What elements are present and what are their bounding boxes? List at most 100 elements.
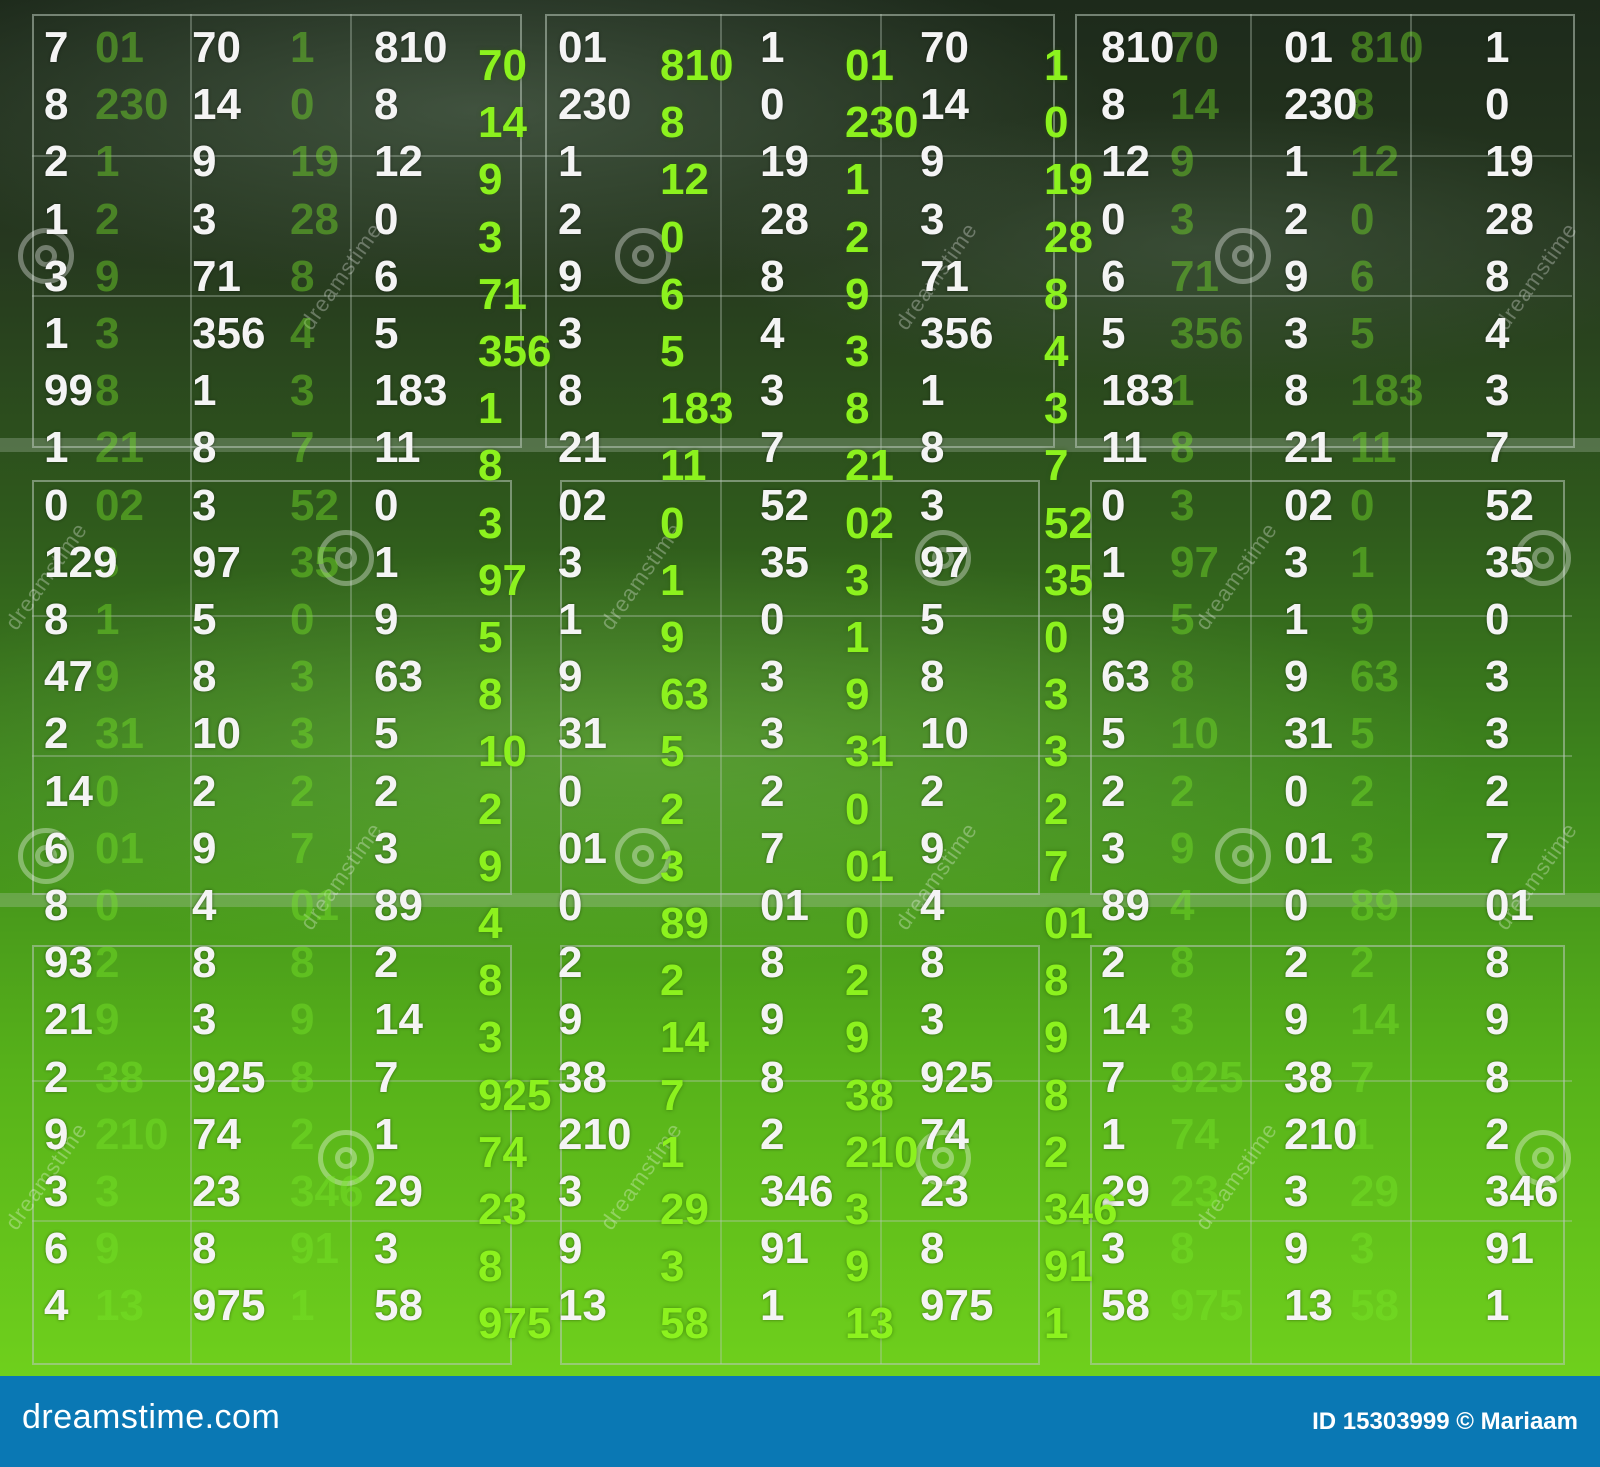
green-digit: 3 <box>478 498 503 548</box>
white-digit: 2 <box>192 766 217 816</box>
white-digit: 9 <box>1284 1224 1309 1274</box>
faint-digit: 19 <box>290 137 339 187</box>
white-digit: 7 <box>44 23 69 72</box>
green-digit: 1 <box>478 384 503 434</box>
white-digit: 1 <box>374 537 399 587</box>
white-digit: 925 <box>192 1052 266 1102</box>
faint-digit: 97 <box>1170 537 1219 587</box>
white-digit: 74 <box>920 1109 969 1159</box>
white-digit: 2 <box>44 709 69 759</box>
white-digit: 9 <box>1284 995 1309 1045</box>
faint-digit: 210 <box>95 1109 169 1159</box>
faint-digit: 3 <box>1170 995 1195 1045</box>
white-digit: 2 <box>374 766 399 816</box>
faint-digit: 71 <box>1170 251 1219 301</box>
white-digit: 5 <box>374 709 399 759</box>
white-digit: 8 <box>920 1224 945 1274</box>
green-digit: 9 <box>845 1013 870 1063</box>
white-digit: 01 <box>1284 823 1333 873</box>
green-digit: 1 <box>845 155 870 205</box>
faint-digit: 0 <box>95 881 120 930</box>
white-digit: 2 <box>1485 1109 1510 1159</box>
white-digit: 0 <box>374 194 399 244</box>
faint-digit: 63 <box>1350 652 1399 702</box>
white-digit: 89 <box>374 881 423 930</box>
white-digit: 9 <box>558 1224 583 1274</box>
watermark-swirl-icon <box>615 828 671 884</box>
faint-digit: 3 <box>290 366 315 416</box>
green-digit: 11 <box>660 441 707 491</box>
faint-digit: 52 <box>290 480 339 530</box>
faint-digit: 2 <box>290 766 315 816</box>
white-digit: 3 <box>1485 709 1510 759</box>
white-digit: 0 <box>44 480 69 530</box>
white-digit: 01 <box>760 881 809 930</box>
white-digit: 230 <box>558 80 632 130</box>
grid-line <box>32 755 1572 757</box>
white-digit: 2 <box>1284 938 1309 988</box>
white-digit: 38 <box>1284 1052 1333 1102</box>
white-digit: 7 <box>374 1052 399 1102</box>
green-digit: 8 <box>478 956 503 1006</box>
white-digit: 8 <box>374 80 399 130</box>
green-digit: 1 <box>660 1127 685 1177</box>
white-digit: 70 <box>920 23 969 72</box>
faint-digit: 1 <box>95 137 120 187</box>
faint-digit: 4 <box>290 309 315 358</box>
green-digit: 810 <box>660 41 734 90</box>
white-digit: 02 <box>1284 480 1333 530</box>
white-digit: 71 <box>192 251 241 301</box>
green-digit: 89 <box>660 899 709 948</box>
faint-digit: 183 <box>1350 366 1424 416</box>
white-digit: 2 <box>44 1052 69 1102</box>
white-digit: 4 <box>192 881 217 930</box>
faint-digit: 23 <box>1170 1167 1219 1216</box>
white-digit: 70 <box>192 23 241 72</box>
green-digit: 2 <box>1044 1127 1069 1177</box>
faint-digit: 8 <box>1170 1224 1195 1274</box>
white-digit: 3 <box>192 194 217 244</box>
faint-digit: 0 <box>290 80 315 130</box>
white-digit: 925 <box>920 1052 994 1102</box>
white-digit: 1 <box>374 1109 399 1159</box>
white-digit: 0 <box>374 480 399 530</box>
white-digit: 0 <box>558 766 583 816</box>
faint-digit: 3 <box>1350 823 1375 873</box>
white-digit: 1 <box>1101 1109 1126 1159</box>
faint-digit: 7 <box>290 823 315 873</box>
green-digit: 183 <box>660 384 734 434</box>
faint-digit: 4 <box>1170 881 1195 930</box>
white-digit: 23 <box>192 1167 241 1216</box>
white-digit: 2 <box>920 766 945 816</box>
faint-digit: 2 <box>95 938 120 988</box>
white-digit: 8 <box>192 652 217 702</box>
white-digit: 2 <box>1101 766 1126 816</box>
green-digit: 1 <box>845 613 870 662</box>
watermark-swirl-icon <box>1215 828 1271 884</box>
white-digit: 3 <box>374 823 399 873</box>
white-digit: 14 <box>374 995 423 1045</box>
faint-digit: 975 <box>1170 1281 1244 1331</box>
white-digit: 11 <box>374 423 421 473</box>
watermark-swirl-icon <box>18 228 74 284</box>
faint-digit: 230 <box>95 80 169 130</box>
white-digit: 8 <box>44 595 69 644</box>
green-digit: 9 <box>845 670 870 720</box>
white-digit: 91 <box>760 1224 809 1274</box>
faint-digit: 1 <box>290 1281 315 1331</box>
white-digit: 7 <box>760 823 785 873</box>
white-digit: 58 <box>374 1281 423 1331</box>
green-digit: 8 <box>478 1242 503 1292</box>
green-digit: 5 <box>478 613 503 662</box>
white-digit: 1 <box>44 194 69 244</box>
faint-digit: 12 <box>1350 137 1399 187</box>
white-digit: 2 <box>1485 766 1510 816</box>
faint-digit: 356 <box>1170 309 1244 358</box>
white-digit: 2 <box>374 938 399 988</box>
faint-digit: 9 <box>290 995 315 1045</box>
green-digit: 3 <box>845 555 870 605</box>
green-digit: 74 <box>478 1127 527 1177</box>
white-digit: 0 <box>1284 881 1309 930</box>
watermark-swirl-icon <box>1515 530 1571 586</box>
green-digit: 02 <box>845 498 894 548</box>
